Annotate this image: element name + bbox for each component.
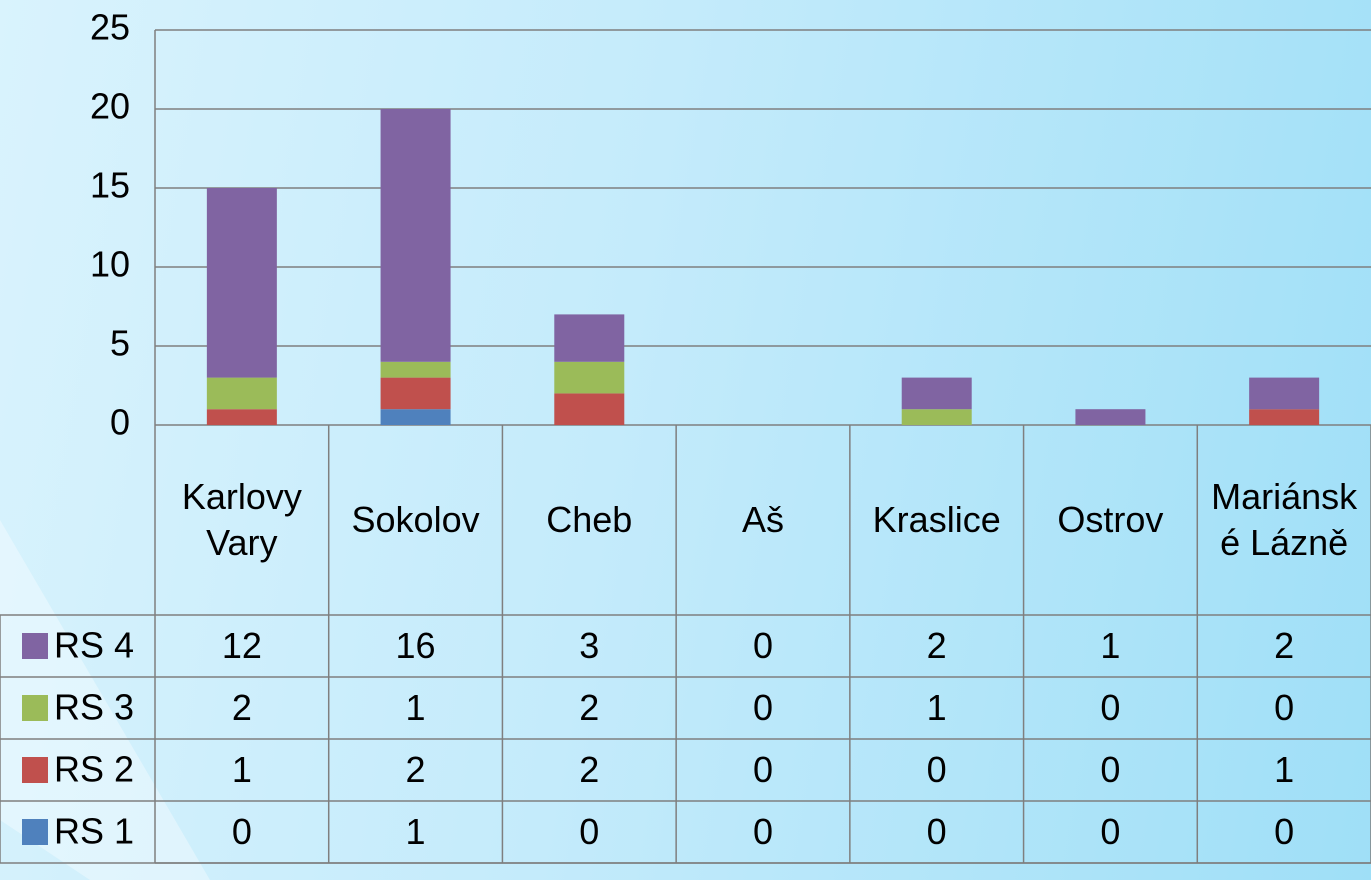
- table-value: 2: [579, 749, 600, 790]
- table-value: 3: [579, 625, 600, 666]
- table-value: 1: [1100, 625, 1121, 666]
- category-label: Ostrov: [1057, 499, 1164, 540]
- table-value: 0: [1274, 687, 1295, 728]
- category-label: Mariánské Lázně: [1211, 476, 1358, 563]
- table-value: 0: [579, 811, 600, 852]
- legend-key: [22, 819, 48, 845]
- bar-segment: [206, 409, 277, 425]
- bar-segment: [554, 361, 625, 394]
- table-value: 0: [926, 811, 947, 852]
- table-value: 2: [231, 687, 252, 728]
- table-value: 2: [1274, 625, 1295, 666]
- table-value: 0: [1100, 811, 1121, 852]
- bar-segment: [1249, 409, 1320, 425]
- table-value: 1: [926, 687, 947, 728]
- y-tick-label: 0: [110, 402, 130, 443]
- legend-key: [22, 695, 48, 721]
- table-value: 0: [926, 749, 947, 790]
- y-tick-label: 5: [110, 323, 130, 364]
- decor: [0, 520, 210, 880]
- bar-segment: [380, 409, 451, 425]
- category-label: Aš: [741, 499, 784, 540]
- table-value: 1: [1274, 749, 1295, 790]
- y-tick-label: 25: [90, 7, 130, 48]
- bar-segment: [554, 314, 625, 362]
- table-value: 0: [1100, 749, 1121, 790]
- table-value: 0: [752, 811, 773, 852]
- bar-segment: [206, 377, 277, 410]
- bar-segment: [1075, 409, 1146, 425]
- category-label: Sokolov: [351, 499, 480, 540]
- table-value: 2: [405, 749, 426, 790]
- table-value: 16: [395, 625, 436, 666]
- legend-label: RS 1: [54, 811, 134, 852]
- bar-segment: [1249, 377, 1320, 410]
- table-value: 0: [1274, 811, 1295, 852]
- legend-label: RS 3: [54, 687, 134, 728]
- table-value: 0: [752, 749, 773, 790]
- y-tick-label: 15: [90, 165, 130, 206]
- bar-segment: [380, 377, 451, 410]
- category-label: Cheb: [546, 499, 633, 540]
- table-value: 0: [231, 811, 252, 852]
- bar-segment: [901, 377, 972, 410]
- legend-label: RS 4: [54, 625, 134, 666]
- legend-label: RS 2: [54, 749, 134, 790]
- table-value: 0: [752, 687, 773, 728]
- table-value: 2: [579, 687, 600, 728]
- table-value: 1: [405, 687, 426, 728]
- category-label: Kraslice: [872, 499, 1001, 540]
- bar-segment: [554, 393, 625, 425]
- table-value: 12: [221, 625, 262, 666]
- table-value: 1: [231, 749, 252, 790]
- bar-segment: [901, 409, 972, 425]
- bar-segment: [380, 109, 451, 362]
- table-value: 0: [1100, 687, 1121, 728]
- legend-key: [22, 757, 48, 783]
- bar-segment: [206, 188, 277, 378]
- table-value: 2: [926, 625, 947, 666]
- y-tick-label: 10: [90, 244, 130, 285]
- bar-segment: [380, 361, 451, 378]
- table-value: 0: [752, 625, 773, 666]
- table-value: 1: [405, 811, 426, 852]
- y-tick-label: 20: [90, 86, 130, 127]
- legend-key: [22, 633, 48, 659]
- category-label: Karlovy Vary: [181, 476, 302, 563]
